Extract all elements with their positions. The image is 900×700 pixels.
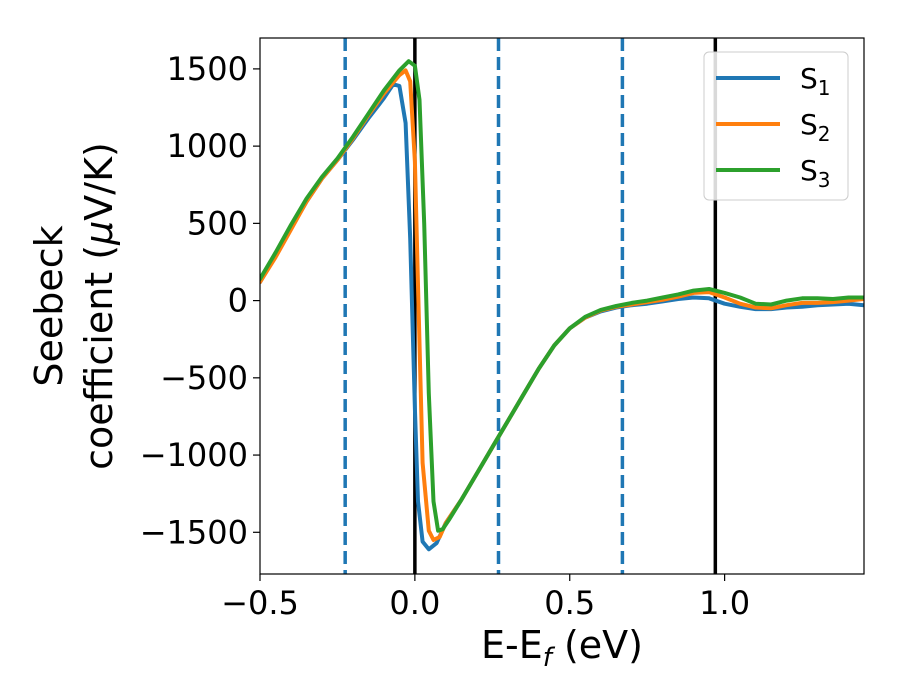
legend-label-s2: S2 bbox=[800, 108, 831, 146]
legend-label-s3: S3 bbox=[800, 154, 831, 192]
y-axis-ticks: 1500 1000 500 0 −500 −1000 −1500 bbox=[140, 50, 260, 551]
y-tick-label: 500 bbox=[187, 204, 248, 242]
legend: S1 S2 S3 bbox=[703, 51, 849, 201]
y-axis-label-line2: coefficient (μV/K) bbox=[77, 142, 121, 470]
y-tick-label: −1000 bbox=[140, 436, 248, 474]
y-tick-label: −500 bbox=[160, 359, 248, 397]
plot-frame bbox=[259, 37, 865, 575]
x-tick-label: 0.5 bbox=[544, 584, 595, 622]
y-tick-label: 1500 bbox=[167, 50, 248, 88]
y-axis-label: Seebeck coefficient (μV/K) bbox=[27, 142, 121, 470]
x-tick-label: 0.0 bbox=[389, 584, 440, 622]
x-axis-ticks: −0.5 0.0 0.5 1.0 bbox=[221, 574, 750, 622]
x-tick-label: 1.0 bbox=[699, 584, 750, 622]
reference-lines bbox=[343, 38, 718, 574]
legend-label-s1: S1 bbox=[800, 62, 831, 100]
y-axis-label-line1: Seebeck bbox=[27, 225, 71, 386]
y-tick-label: 0 bbox=[228, 282, 248, 320]
x-axis-label: E-Ef (eV) bbox=[481, 623, 643, 673]
y-tick-label: 1000 bbox=[167, 127, 248, 165]
series-lines bbox=[260, 59, 864, 552]
y-tick-label: −1500 bbox=[140, 513, 248, 551]
series-line-s3 bbox=[260, 59, 864, 533]
x-tick-label: −0.5 bbox=[221, 584, 299, 622]
